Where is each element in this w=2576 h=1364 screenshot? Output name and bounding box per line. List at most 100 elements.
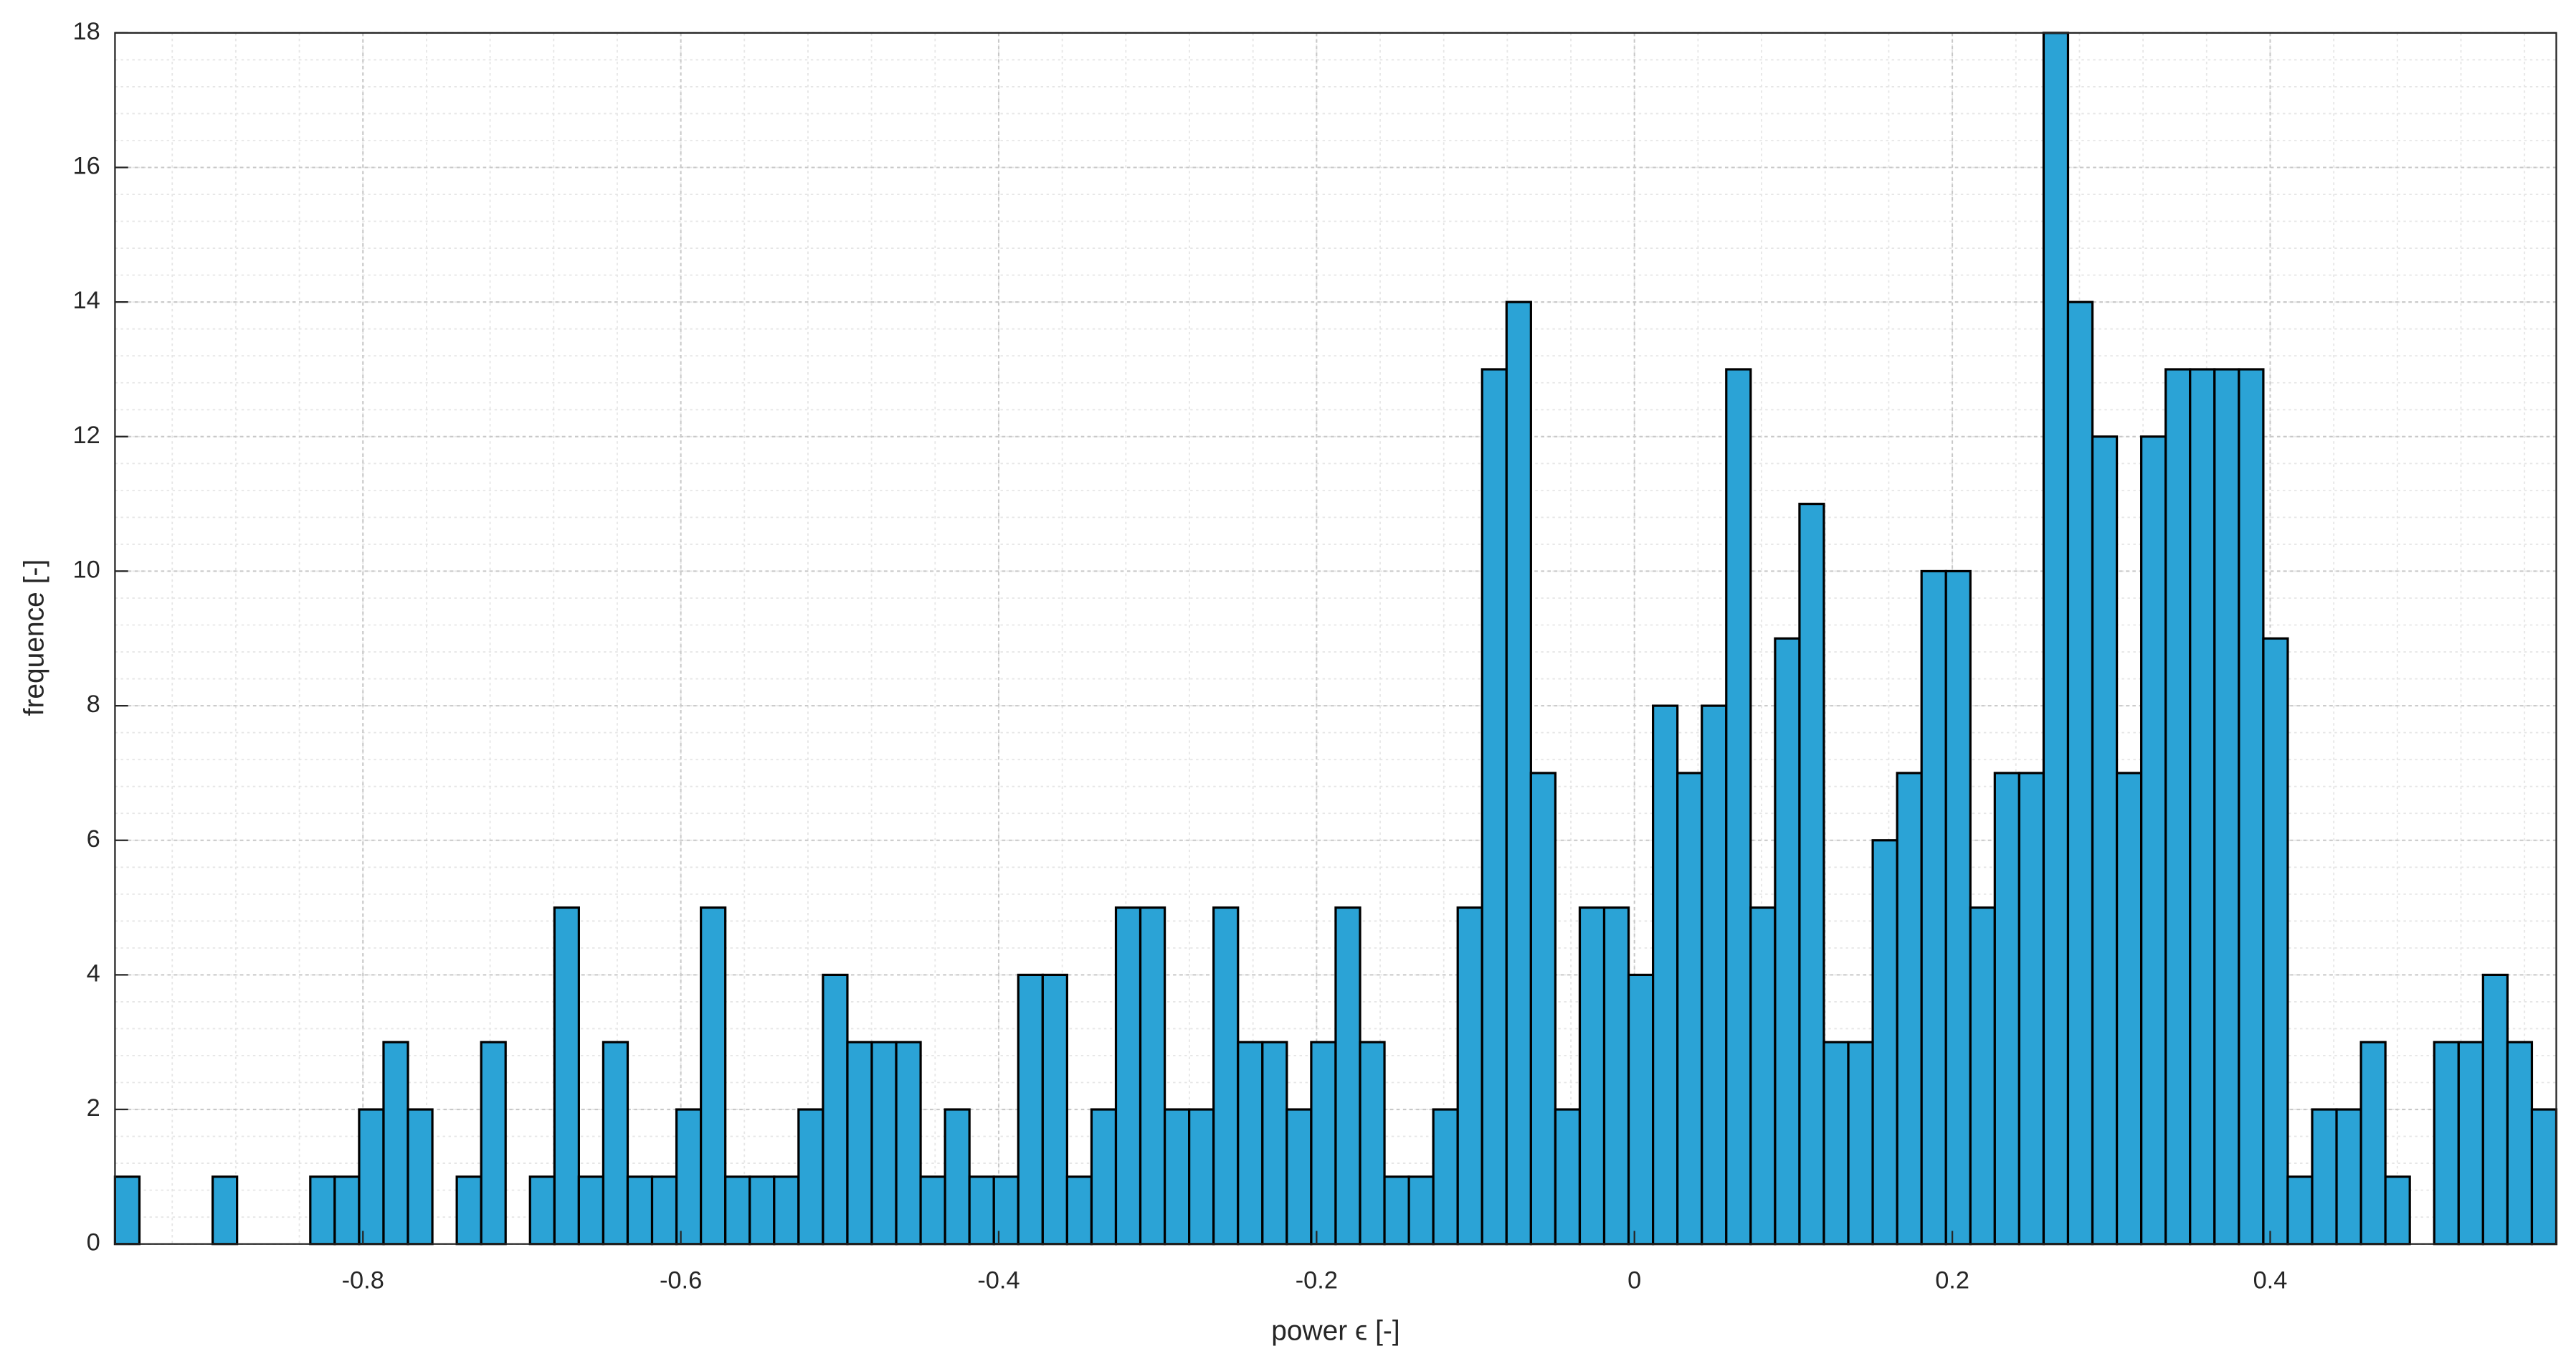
bar (1774, 637, 1801, 1246)
bar (2286, 1175, 2314, 1246)
bar (2335, 1108, 2362, 1246)
bar (333, 1175, 361, 1246)
bar (1407, 1175, 1435, 1246)
bar (1188, 1108, 1215, 1246)
bar (650, 1175, 678, 1246)
bar (2066, 300, 2094, 1246)
bar (1529, 772, 1557, 1246)
bar (2213, 368, 2240, 1246)
bar (309, 1175, 336, 1246)
bar (1017, 973, 1044, 1246)
bar (1432, 1108, 1459, 1246)
bar (2115, 772, 2143, 1246)
bar (2311, 1108, 2338, 1246)
y-axis-label: frequence [-] (19, 559, 50, 716)
bar (1090, 1108, 1118, 1246)
bar (944, 1108, 971, 1246)
bar (1065, 1175, 1093, 1246)
bar (2042, 32, 2070, 1246)
bar (895, 1041, 922, 1246)
bar (212, 1175, 239, 1246)
y-tick-label: 4 (87, 960, 100, 987)
x-tick-label: -0.6 (660, 1266, 702, 1294)
bar (553, 906, 580, 1246)
x-tick-label: 0 (1627, 1266, 1641, 1294)
bar (1237, 1041, 1264, 1246)
bar (1139, 906, 1166, 1246)
bar (2140, 435, 2167, 1246)
bar (700, 906, 727, 1246)
x-tick-label: -0.4 (977, 1266, 1020, 1294)
y-tick-label: 0 (87, 1229, 100, 1256)
bar (1310, 1041, 1337, 1246)
bar (1359, 1041, 1386, 1246)
bar (358, 1108, 385, 1246)
y-tick-label: 6 (87, 825, 100, 853)
y-tick-label: 12 (73, 422, 100, 449)
bar (2457, 1041, 2484, 1246)
bar (2433, 1041, 2460, 1246)
bar (675, 1108, 703, 1246)
x-tick-label: 0.2 (1935, 1266, 1969, 1294)
bar (602, 1041, 629, 1246)
bar (1041, 973, 1068, 1246)
bar (1505, 300, 1532, 1246)
bar (822, 973, 849, 1246)
bar (407, 1108, 434, 1246)
bar (968, 1175, 995, 1246)
bar (1896, 772, 1923, 1246)
bar (1163, 1108, 1191, 1246)
bar (1871, 839, 1898, 1246)
bar (113, 1175, 141, 1246)
y-tick-label: 8 (87, 691, 100, 718)
bar (724, 1175, 751, 1246)
bar (382, 1041, 409, 1246)
y-tick-label: 16 (73, 153, 100, 180)
bar (1652, 704, 1679, 1246)
bar (1676, 772, 1703, 1246)
bar (1822, 1041, 1850, 1246)
bar (1969, 906, 1996, 1246)
x-tick-label: -0.8 (342, 1266, 384, 1294)
y-tick-label: 10 (73, 557, 100, 584)
bar (1749, 906, 1777, 1246)
bar (797, 1108, 824, 1246)
y-tick-label: 14 (73, 287, 100, 314)
x-tick-label: 0.4 (2253, 1266, 2288, 1294)
bar (2238, 368, 2265, 1246)
bar (919, 1175, 946, 1246)
bar (1456, 906, 1483, 1246)
y-tick-label: 2 (87, 1094, 100, 1122)
bar (1285, 1108, 1313, 1246)
bar (1993, 772, 2020, 1246)
x-axis-label: power ϵ [-] (1271, 1316, 1400, 1347)
bar (2384, 1175, 2411, 1246)
bar (773, 1175, 800, 1246)
axes: 0 2 4 6 8 10 12 14 16 18 -0.8 -0.6 -0.4 -0.2 0 0.2 0.4 (73, 18, 2557, 1294)
bar (2164, 368, 2192, 1246)
bar (1383, 1175, 1410, 1246)
bar (1334, 906, 1361, 1246)
bar (480, 1041, 507, 1246)
bar (2189, 368, 2216, 1246)
bar (2359, 1041, 2387, 1246)
bar (528, 1175, 556, 1246)
bar (1602, 906, 1630, 1246)
bar (1944, 569, 1972, 1246)
bar (1212, 906, 1240, 1246)
bar (2262, 637, 2289, 1246)
bar (1481, 368, 1508, 1246)
bar (577, 1175, 605, 1246)
bar (1725, 368, 1752, 1246)
bar (2091, 435, 2119, 1246)
y-tick-label: 18 (73, 18, 100, 45)
bar (1920, 569, 1947, 1246)
bar (2506, 1041, 2534, 1246)
plot-frame (114, 32, 2557, 1245)
bar (1701, 704, 1728, 1246)
bar (870, 1041, 898, 1246)
bar (455, 1175, 483, 1246)
bar (748, 1175, 776, 1246)
bar (2481, 973, 2509, 1246)
